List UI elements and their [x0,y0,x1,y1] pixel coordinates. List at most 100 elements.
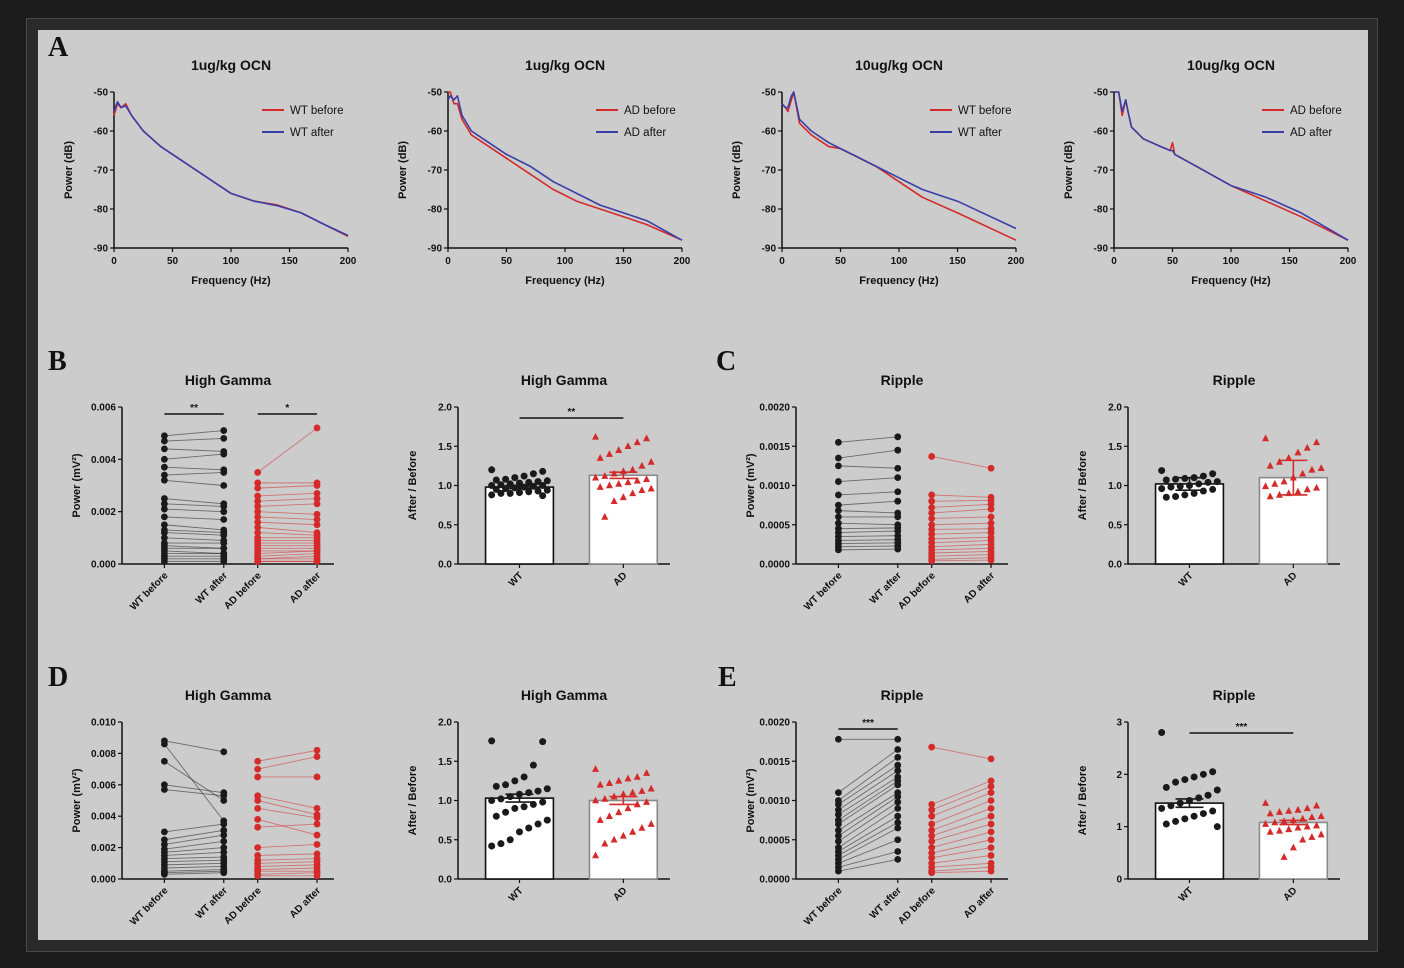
B2-point [596,483,604,490]
E1-point [835,789,842,797]
panel-label-a: A [48,32,69,63]
D1-point [313,773,321,781]
B2-x-tick-label: AD [611,570,629,588]
E1-sig-label: *** [862,718,874,729]
E1-pair-line [838,801,899,842]
B1-point [161,471,168,479]
A2-y-tick-label: -50 [428,88,443,99]
E1-point [987,777,995,785]
E2-point [1275,808,1283,815]
B1-pair-line [164,448,224,452]
E2-point [1172,778,1180,786]
D1-title: High Gamma [185,687,272,703]
B1-pair-line [164,532,224,536]
E1-point [987,797,995,804]
E2-point [1317,812,1325,819]
D1-point [220,820,228,828]
A4-legend-label: AD before [1290,105,1342,117]
D2-point [619,831,627,839]
E1-point [987,844,995,851]
E1-pair-line [838,776,899,816]
E2-point [1266,809,1274,817]
E1-point [835,867,842,875]
A3-legend-label: WT before [958,105,1011,117]
D1-pair-line [164,865,224,869]
D1-point [254,757,262,765]
D1-x-tick-label: AD after [288,885,323,920]
C2-point [1172,492,1180,500]
D1-point [161,786,168,793]
B1-pair-line [257,553,318,557]
B2-point [615,446,623,453]
C2-x-tick-label: AD [1281,570,1299,588]
C1-point [987,505,995,513]
C1-pair-line [931,503,992,508]
B1-pair-line [164,537,224,541]
E1-y-tick-label: 0.0020 [759,718,790,729]
B2-y-tick-label: 1.0 [438,481,452,492]
D2-y-label: After / Before [407,766,419,836]
B1-point [161,534,168,542]
C1-pair-line [838,530,898,534]
E1-point [894,836,902,844]
B1-y-label: Power (mV²) [71,453,83,518]
A2-x-tick-label: 0 [445,256,451,267]
E1-pair-line [838,851,898,868]
E2-point [1213,823,1221,831]
B2-point [592,432,600,440]
D1-point [313,850,321,858]
B1-point [161,463,168,471]
A1-x-label: Frequency (Hz) [191,275,271,287]
B2-point [615,479,623,487]
D1-point [220,844,228,851]
C1-point [928,521,936,529]
B1-pair-line [164,524,224,531]
B1-y-tick-label: 0.002 [91,507,116,518]
B1-pair-line [257,485,318,489]
chart-a4: 10ug/kg OCN -90 -80 -70 -60 -50 Power (dB) 0 50 1… [1063,57,1357,287]
A1-x-tick-label: 200 [340,256,357,267]
C2-point [1213,478,1221,486]
C1-point [987,513,995,521]
E2-point [1308,813,1316,821]
D1-y-tick-label: 0.006 [91,780,116,791]
C1-pair-line [838,449,898,459]
C1-pair-line [838,477,898,483]
E2-point [1299,835,1307,843]
A4-y-tick-label: -70 [1094,166,1109,177]
A1-series-0 [113,102,349,238]
C1-pair-line [931,494,992,498]
D1-point [161,870,168,878]
E2-point [1190,812,1198,820]
B1-point [254,513,262,521]
E1-pair-line [838,815,898,852]
D1-y-tick-label: 0.010 [91,718,116,729]
A1-y-tick-label: -90 [94,244,109,255]
C2-point [1299,469,1307,477]
D2-bar [484,797,555,880]
E1-pair-line [838,858,898,872]
B2-y-tick-label: 2.0 [438,403,452,414]
B2-sig-label: ** [568,407,576,418]
D2-point [596,816,604,823]
B2-point [488,491,496,499]
chart-a2: 1ug/kg OCN -90 -80 -70 -60 -50 Power (dB) 0 50 10… [397,57,691,287]
D2-point [596,780,604,788]
E1-pair-line [838,792,899,831]
C2-point [1285,454,1293,461]
D1-point [254,844,262,851]
D1-x-tick-label: WT before [128,885,171,928]
B1-point [220,557,228,565]
chart-e1: Ripple 0.0000 0.0005 0.0010 0.0015 0.0020 Powe… [745,687,1008,928]
D2-point [506,836,514,844]
D2-title: High Gamma [521,687,608,703]
D1-x-tick-label: AD before [222,885,264,927]
C1-pair-line [838,527,898,530]
E2-point [1181,815,1189,823]
D2-point [592,796,600,804]
B1-point [161,500,168,508]
E2-point [1262,820,1270,827]
B2-y-label: After / Before [407,451,419,521]
C1-point [894,464,902,472]
E2-point [1271,818,1279,826]
